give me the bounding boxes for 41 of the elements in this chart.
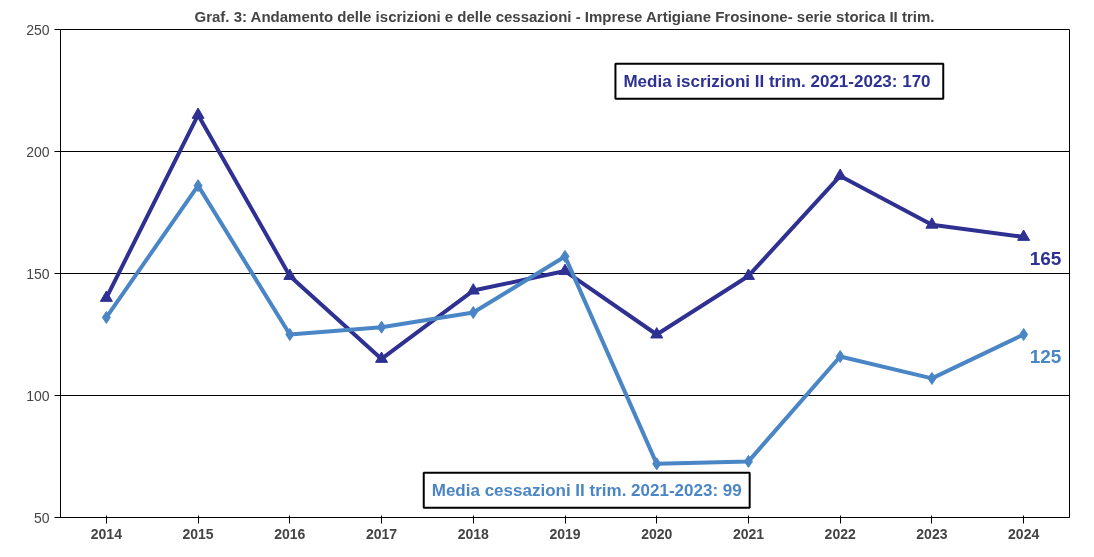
y-tick-label: 250: [26, 21, 50, 38]
point: [101, 310, 111, 324]
point: [1019, 328, 1029, 341]
point: [652, 457, 662, 471]
x-tick-label: 2024: [1008, 525, 1040, 542]
data-label: 125: [1029, 345, 1062, 367]
point: [741, 268, 755, 280]
x-tick-label: 2023: [916, 525, 948, 542]
annotation: Media cessazioni II trim. 2021-2023: 99: [431, 480, 742, 500]
point: [375, 351, 389, 363]
point: [743, 454, 753, 468]
point: [558, 263, 572, 276]
x-tick-label: 2014: [90, 525, 123, 542]
point: [925, 217, 939, 229]
point: [99, 290, 113, 302]
x-tick-label: 2015: [182, 525, 214, 542]
y-tick-label: 200: [26, 143, 50, 160]
point: [927, 371, 937, 385]
point: [466, 283, 480, 295]
point: [650, 327, 664, 339]
point: [377, 320, 387, 334]
y-tick-label: 100: [26, 387, 50, 404]
point: [283, 268, 297, 280]
point: [835, 349, 845, 363]
point: [833, 168, 847, 180]
x-tick-label: 2016: [274, 525, 306, 542]
annotation: Media iscrizioni II trim. 2021-2023: 170: [623, 71, 931, 91]
x-tick-label: 2021: [732, 525, 765, 542]
point: [191, 107, 205, 119]
x-tick-label: 2022: [824, 525, 856, 542]
data-label: 165: [1029, 247, 1062, 269]
point: [468, 306, 478, 320]
x-tick-label: 2018: [457, 525, 490, 542]
x-tick-label: 2020: [641, 525, 673, 542]
y-tick-label: 50: [33, 509, 50, 526]
point: [1017, 229, 1031, 241]
y-tick-label: 150: [26, 265, 50, 282]
x-tick-label: 2017: [365, 525, 398, 542]
point: [560, 249, 570, 263]
chart-title: Graf. 3: Andamento delle iscrizioni e delle cessazioni - Imprese Artigiane Frosinone- serie storica II trim.: [194, 7, 935, 25]
x-tick-label: 2019: [549, 525, 581, 542]
